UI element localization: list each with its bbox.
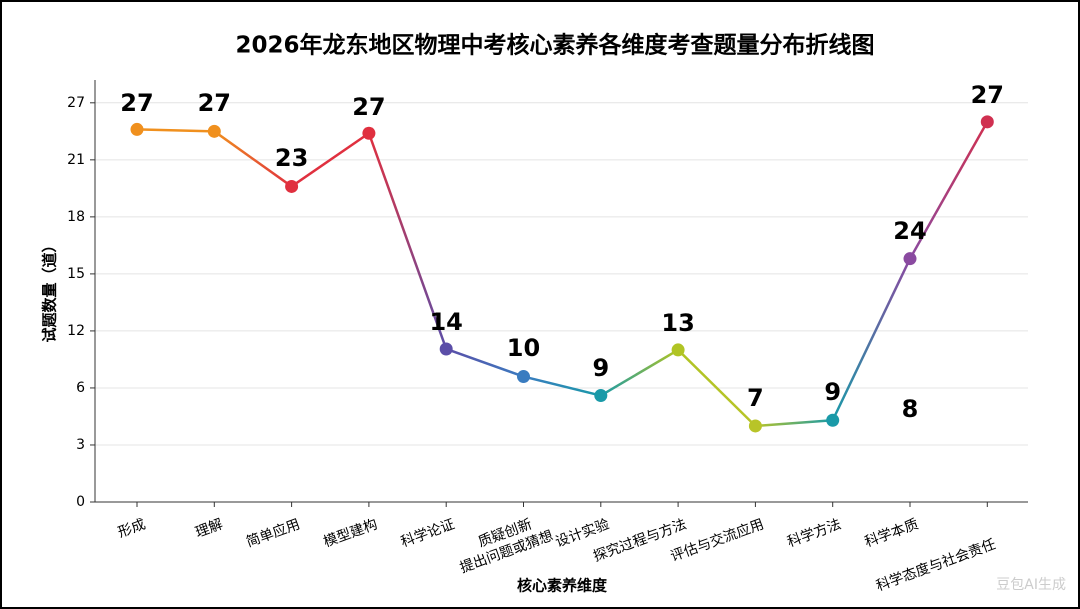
point <box>207 124 221 138</box>
line-segment <box>445 347 524 378</box>
y-tick-label: 18 <box>67 209 85 225</box>
line-segment <box>367 132 448 350</box>
y-tick-label: 15 <box>67 266 85 282</box>
y-tick-label: 27 <box>67 95 85 111</box>
point <box>903 252 917 266</box>
x-axis-label: 核心素养维度 <box>517 577 608 595</box>
data-annotation: 27 <box>971 81 1004 109</box>
point <box>517 370 530 384</box>
line-segment <box>677 349 757 427</box>
line-segment <box>213 130 293 188</box>
data-annotation: 24 <box>893 217 926 245</box>
line-segment <box>831 258 912 421</box>
data-annotation: 27 <box>198 89 231 117</box>
line-segment <box>523 375 602 397</box>
y-tick-label: 6 <box>76 380 85 396</box>
watermark: 豆包AI生成 <box>996 577 1066 593</box>
point <box>826 413 840 427</box>
point <box>285 179 299 193</box>
y-tick-label: 12 <box>67 323 85 339</box>
line-segment <box>908 121 989 260</box>
point <box>439 342 453 356</box>
data-annotation: 27 <box>352 93 385 121</box>
point <box>362 126 376 140</box>
point <box>671 343 685 357</box>
y-tick-label: 0 <box>76 494 85 510</box>
point <box>980 115 994 129</box>
data-annotation: 7 <box>747 384 764 412</box>
line-segment <box>600 348 679 397</box>
y-axis-label: 试题数量（道） <box>41 237 59 342</box>
data-annotation: 8 <box>902 395 919 423</box>
line-segment <box>755 419 833 428</box>
point <box>130 122 144 136</box>
data-annotation: 27 <box>120 89 153 117</box>
y-tick-label: 3 <box>76 437 85 453</box>
data-annotation: 10 <box>507 334 540 362</box>
y-tick-label: 21 <box>67 152 85 168</box>
point <box>594 389 608 403</box>
data-annotation: 23 <box>275 144 308 172</box>
data-annotation: 13 <box>661 309 694 337</box>
line-segment <box>136 128 215 133</box>
point <box>748 419 762 433</box>
line-segment <box>290 132 370 188</box>
data-annotation: 9 <box>824 378 841 406</box>
chart-title: 2026年龙东地区物理中考核心素养各维度考查题量分布折线图 <box>235 32 874 59</box>
data-annotation: 14 <box>429 308 462 336</box>
data-annotation: 9 <box>592 354 609 382</box>
